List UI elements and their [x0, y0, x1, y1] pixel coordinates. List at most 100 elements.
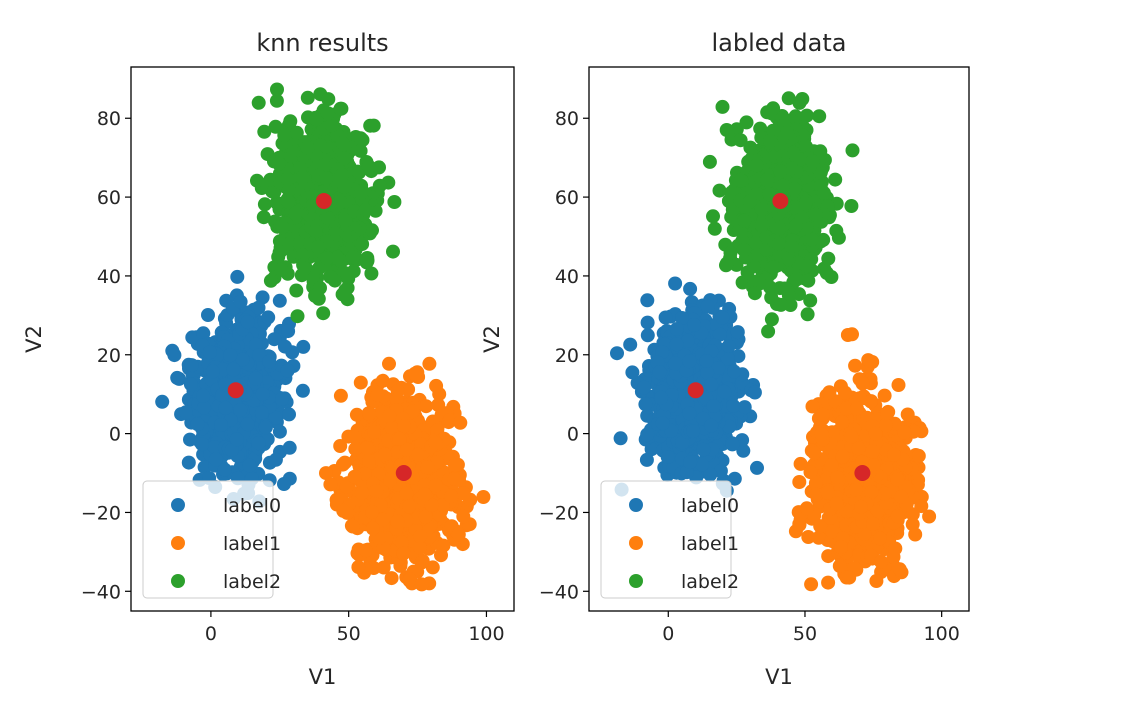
- data-point: [359, 255, 374, 270]
- data-point: [256, 210, 271, 225]
- data-point: [669, 322, 684, 336]
- data-point: [429, 378, 444, 393]
- data-point: [822, 385, 837, 400]
- data-point: [382, 409, 397, 423]
- data-point: [372, 178, 387, 193]
- data-point: [257, 124, 272, 139]
- data-point: [364, 266, 379, 281]
- data-point: [640, 293, 655, 308]
- data-point: [261, 310, 276, 325]
- data-point: [216, 362, 231, 377]
- data-point: [888, 541, 903, 556]
- data-point: [887, 447, 901, 462]
- data-point: [217, 462, 232, 477]
- data-point: [300, 90, 315, 105]
- data-point: [202, 345, 217, 360]
- data-point: [737, 400, 752, 415]
- data-point: [425, 560, 440, 575]
- data-point: [695, 457, 710, 472]
- data-point: [799, 501, 814, 516]
- data-point: [731, 349, 746, 364]
- data-point: [420, 460, 435, 475]
- data-point: [226, 362, 241, 377]
- data-point: [274, 262, 289, 277]
- data-point: [411, 447, 426, 462]
- data-point: [358, 202, 373, 217]
- data-point: [289, 283, 304, 298]
- data-point: [891, 378, 906, 392]
- data-point: [658, 310, 673, 325]
- data-point: [330, 250, 345, 265]
- data-point: [880, 405, 895, 420]
- data-point: [828, 172, 843, 187]
- data-point: [803, 293, 818, 308]
- data-point: [300, 140, 315, 155]
- data-point: [349, 407, 364, 422]
- data-point: [353, 375, 368, 390]
- data-point: [311, 240, 325, 255]
- data-point: [309, 112, 324, 127]
- data-point: [424, 498, 439, 512]
- data-point: [282, 407, 296, 422]
- series-label0: [155, 269, 311, 509]
- data-point: [808, 476, 823, 491]
- legend-marker: [171, 536, 185, 550]
- data-point: [214, 418, 228, 432]
- data-point: [456, 486, 471, 501]
- data-point: [254, 405, 269, 420]
- data-point: [178, 405, 193, 420]
- data-point: [868, 426, 883, 441]
- x-axis-label: V1: [309, 665, 337, 689]
- data-point: [811, 530, 826, 545]
- data-point: [320, 251, 335, 266]
- data-point: [702, 154, 717, 169]
- data-point: [275, 220, 290, 234]
- data-point: [277, 339, 292, 354]
- data-point: [717, 384, 732, 399]
- data-point: [407, 366, 422, 381]
- data-point: [874, 554, 888, 569]
- data-point: [839, 401, 854, 416]
- data-point: [812, 109, 827, 124]
- data-point: [333, 388, 348, 403]
- data-point: [270, 82, 284, 97]
- data-point: [370, 387, 385, 402]
- data-point: [683, 281, 698, 296]
- data-point: [289, 125, 304, 140]
- data-point: [820, 485, 835, 500]
- data-point: [854, 499, 868, 514]
- data-point: [242, 458, 257, 473]
- data-point: [444, 489, 459, 504]
- x-tick-label: 100: [468, 623, 504, 645]
- data-point: [814, 427, 829, 442]
- data-point: [251, 95, 266, 110]
- y-tick-label: −20: [81, 502, 121, 524]
- data-point: [197, 460, 212, 475]
- data-point: [832, 559, 847, 573]
- data-point: [402, 572, 417, 587]
- data-point: [282, 182, 296, 197]
- data-point: [640, 315, 655, 330]
- data-point: [387, 195, 402, 209]
- data-point: [396, 546, 411, 561]
- data-point: [353, 143, 368, 158]
- data-point: [336, 265, 351, 280]
- data-point: [185, 330, 200, 345]
- data-point: [365, 223, 379, 238]
- data-point: [793, 456, 808, 471]
- data-point: [803, 465, 818, 480]
- y-tick-label: 60: [97, 187, 121, 209]
- data-point: [337, 179, 352, 194]
- data-point: [155, 394, 170, 409]
- centroid-point: [395, 465, 412, 482]
- data-point: [390, 384, 405, 399]
- data-point: [639, 452, 654, 467]
- data-point: [922, 509, 937, 524]
- data-point: [706, 399, 721, 413]
- data-point: [613, 431, 628, 446]
- data-point: [456, 509, 471, 524]
- centroid-point: [315, 193, 332, 210]
- data-point: [233, 294, 248, 309]
- data-point: [413, 529, 428, 544]
- data-point: [366, 118, 381, 133]
